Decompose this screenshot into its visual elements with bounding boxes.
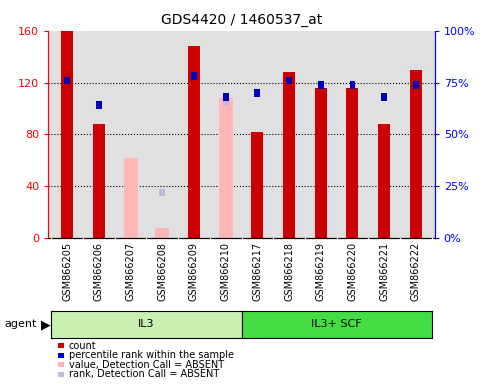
Bar (64, 76, 70, 84)
Text: GSM866219: GSM866219 (316, 242, 326, 301)
Bar (283, 72, 295, 238)
Text: GSM866220: GSM866220 (347, 242, 357, 301)
Text: GSM866208: GSM866208 (157, 242, 167, 301)
Text: IL3: IL3 (138, 319, 155, 329)
Title: GDS4420 / 1460537_at: GDS4420 / 1460537_at (161, 13, 322, 27)
Bar (93, 124, 105, 238)
Bar (413, 81, 419, 89)
Bar (410, 70, 422, 238)
Text: agent: agent (5, 319, 37, 329)
Bar (350, 81, 355, 89)
Bar (346, 88, 358, 238)
Bar (255, 89, 260, 97)
Text: GSM866210: GSM866210 (221, 242, 231, 301)
Text: GSM866218: GSM866218 (284, 242, 294, 301)
Bar (188, 46, 200, 238)
Bar (218, 98, 233, 238)
Text: percentile rank within the sample: percentile rank within the sample (69, 350, 234, 360)
Text: GSM866221: GSM866221 (379, 242, 389, 301)
Bar (159, 189, 165, 196)
Text: rank, Detection Call = ABSENT: rank, Detection Call = ABSENT (69, 369, 219, 379)
Bar (124, 158, 138, 238)
Bar (318, 81, 324, 89)
Text: GSM866205: GSM866205 (62, 242, 72, 301)
Bar (314, 88, 327, 238)
Bar (223, 93, 228, 101)
Bar (378, 124, 390, 238)
Text: ▶: ▶ (41, 318, 51, 331)
Bar (191, 73, 197, 80)
Bar (223, 97, 228, 105)
Bar (96, 101, 102, 109)
Bar (251, 132, 263, 238)
Text: GSM866217: GSM866217 (252, 242, 262, 301)
Text: GSM866207: GSM866207 (126, 242, 136, 301)
Text: count: count (69, 341, 96, 351)
Bar (61, 31, 73, 238)
Bar (155, 228, 170, 238)
Text: value, Detection Call = ABSENT: value, Detection Call = ABSENT (69, 360, 224, 370)
Text: IL3+ SCF: IL3+ SCF (311, 319, 362, 329)
Text: GSM866209: GSM866209 (189, 242, 199, 301)
Text: GSM866206: GSM866206 (94, 242, 104, 301)
Bar (381, 93, 387, 101)
Text: GSM866222: GSM866222 (411, 242, 421, 301)
Bar (286, 76, 292, 84)
